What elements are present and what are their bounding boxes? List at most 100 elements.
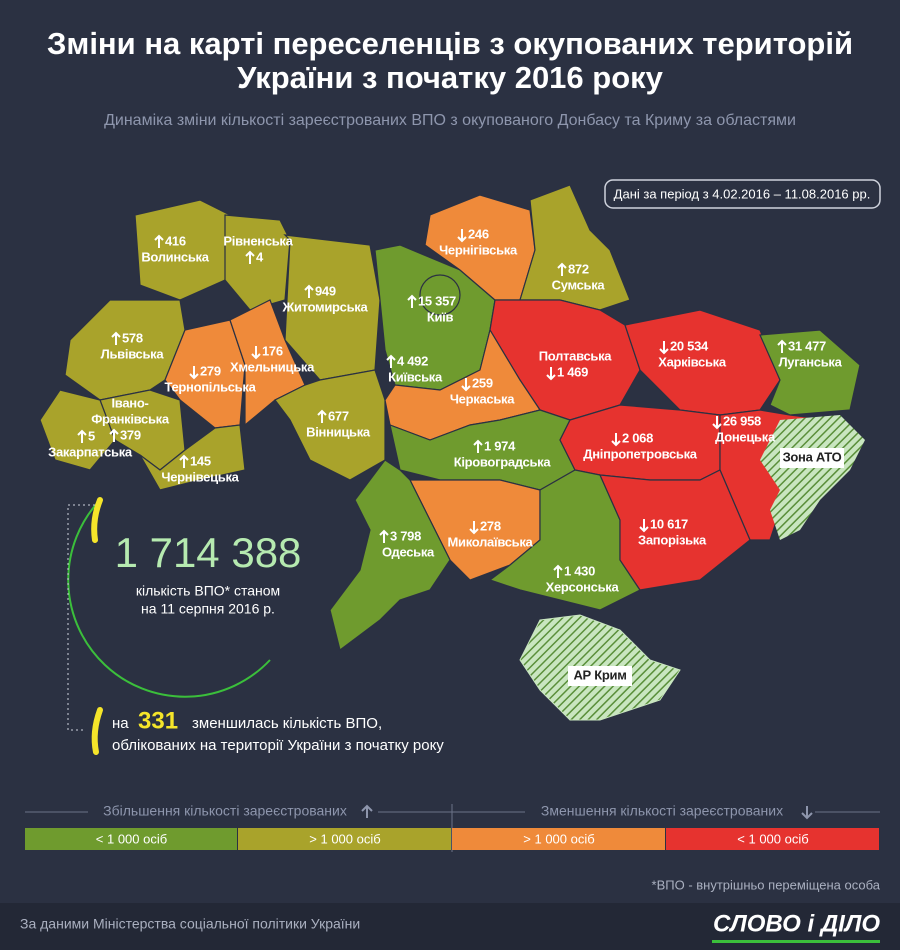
region-value: 176 xyxy=(262,343,283,358)
footnote: *ВПО - внутрішньо переміщена особа xyxy=(652,877,881,892)
region-value: 10 617 xyxy=(650,516,688,531)
legend-gap xyxy=(525,802,815,822)
arrow-icon xyxy=(557,262,567,276)
region xyxy=(224,214,291,311)
region-name: Донецька xyxy=(715,429,776,444)
region-name: Житомирська xyxy=(282,299,369,314)
arc xyxy=(67,499,271,698)
legend-swatch xyxy=(666,828,879,850)
arrow-icon xyxy=(546,367,556,381)
decrease: 331 xyxy=(138,707,178,734)
region-value: 26 958 xyxy=(723,413,761,428)
region xyxy=(274,369,386,481)
arrow-icon xyxy=(111,331,121,345)
period: Дані за період з 4.02.2016 – 11.08.2016 … xyxy=(614,186,871,201)
region-value: 416 xyxy=(165,233,186,248)
region-value: 677 xyxy=(328,408,349,423)
arrow-icon xyxy=(461,378,471,392)
decrease-text: облікованих на території України з почат… xyxy=(112,737,444,754)
region-name: Івано- xyxy=(112,395,149,410)
arrow-icon xyxy=(553,564,563,578)
total: 1 714 388 xyxy=(115,529,302,576)
period-box xyxy=(604,179,881,209)
arrow-icon xyxy=(379,529,389,543)
region-value: 1 974 xyxy=(484,438,516,453)
arrow-icon xyxy=(109,428,119,442)
arrow-icon xyxy=(154,234,164,248)
subtitle: Динаміка зміни кількості зареєстрованих … xyxy=(104,112,796,129)
arrow-icon xyxy=(245,250,255,264)
region-name: Франківська xyxy=(91,411,170,426)
arrow-icon xyxy=(611,433,621,447)
region-value: 4 xyxy=(256,249,264,264)
legend-label: < 1 000 осіб xyxy=(96,831,167,846)
up-icon xyxy=(361,804,373,818)
arrow-icon xyxy=(304,284,314,298)
arrow-icon xyxy=(317,409,327,423)
region-value: 4 492 xyxy=(397,353,428,368)
legend-swatch xyxy=(238,828,451,850)
region-name: Полтавська xyxy=(539,348,613,363)
region xyxy=(599,469,751,591)
total-caption: кількість ВПО* станом xyxy=(136,583,280,599)
region-value: 578 xyxy=(122,330,143,345)
region-name: Тернопільська xyxy=(164,379,256,394)
total-caption: на 11 серпня 2016 р. xyxy=(141,601,275,617)
region-value: 20 534 xyxy=(670,338,709,353)
region-name: Сумська xyxy=(552,277,606,292)
region-name: Львівська xyxy=(101,346,165,361)
legend-label: < 1 000 осіб xyxy=(737,831,808,846)
region-value: 379 xyxy=(120,427,141,442)
legend-gap xyxy=(88,802,378,822)
arrow-icon xyxy=(659,341,669,355)
title: Зміни на карті переселенців з окупованих… xyxy=(47,26,853,61)
region-name: Миколаївська xyxy=(448,534,534,549)
region-name: Кіровоградська xyxy=(454,454,552,469)
region-name: Вінницька xyxy=(306,424,371,439)
region xyxy=(329,459,451,652)
down-icon xyxy=(801,806,813,820)
region-name: Київ xyxy=(427,309,454,324)
region-name: Чернігівська xyxy=(439,242,518,257)
legend-group: Збільшення кількості зареєстрованих xyxy=(103,803,347,819)
region-name: Харківська xyxy=(658,354,727,369)
connector xyxy=(67,504,95,731)
region-value: 15 357 xyxy=(418,293,456,308)
arrow-icon xyxy=(777,339,787,353)
region-value: 145 xyxy=(190,453,211,468)
region-name: Волинська xyxy=(141,249,209,264)
region-name: Луганська xyxy=(778,354,842,369)
legend: < 1 000 осіб > 1 000 осіб > 1 000 осіб < 1 … xyxy=(25,828,879,850)
arrow-icon xyxy=(77,429,87,443)
arrow-icon xyxy=(251,346,261,360)
zone-label: Зона АТО xyxy=(783,449,842,464)
region-name: Дніпропетровська xyxy=(583,446,698,461)
region-value: 949 xyxy=(315,283,336,298)
source: За даними Міністерства соціальної політи… xyxy=(20,916,360,932)
arrow-icon xyxy=(473,439,483,453)
arrow-icon xyxy=(639,519,649,533)
logo: СЛОВО і ДІЛО xyxy=(713,910,880,937)
title: України з початку 2016 року xyxy=(237,60,664,95)
region-value: 1 469 xyxy=(557,364,588,379)
region-name: Рівненська xyxy=(223,233,293,248)
arrow-icon xyxy=(712,416,722,430)
zone-label: АР Крим xyxy=(573,667,626,682)
arrow-icon xyxy=(469,521,479,535)
region-name: Хмельницька xyxy=(230,359,315,374)
region-value: 1 430 xyxy=(564,563,595,578)
legend-group: Зменшення кількості зареєстрованих xyxy=(541,803,783,819)
decrease-text: зменшилась кількість ВПО, xyxy=(192,715,382,732)
decrease-prefix: на xyxy=(112,715,129,732)
arrow-icon xyxy=(457,229,467,243)
legend-swatch xyxy=(452,828,665,850)
accent xyxy=(91,497,103,543)
region-value: 872 xyxy=(568,261,589,276)
region xyxy=(759,329,861,416)
region-value: 259 xyxy=(472,375,493,390)
region-value: 31 477 xyxy=(788,338,826,353)
legend-label: > 1 000 осіб xyxy=(523,831,594,846)
